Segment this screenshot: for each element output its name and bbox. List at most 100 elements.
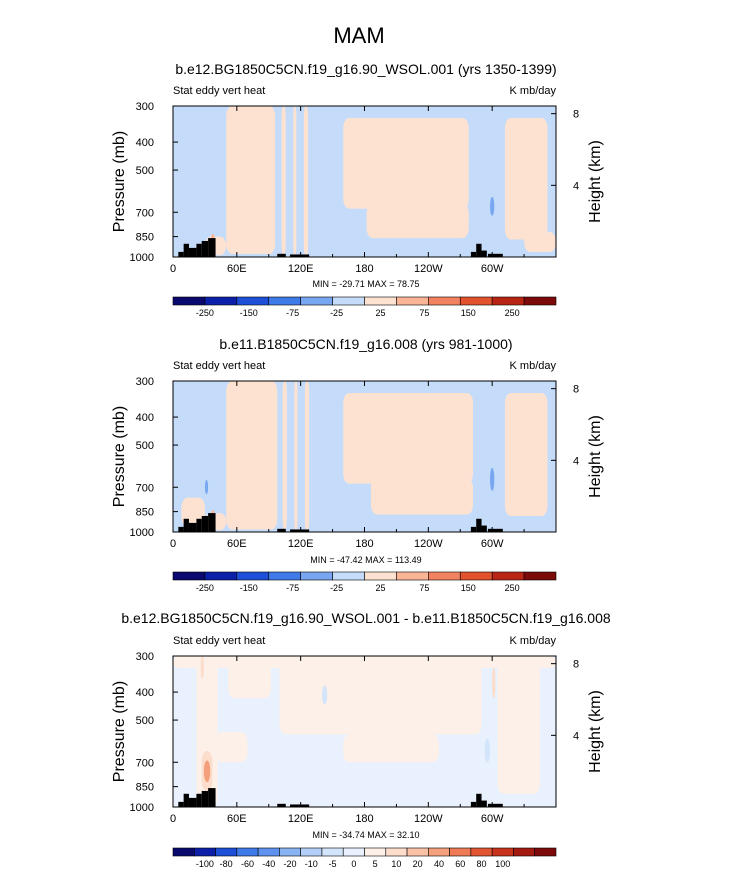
y-tick-label: 300 xyxy=(136,101,154,113)
y-tick-label: 850 xyxy=(136,507,154,519)
contour-field xyxy=(173,656,556,807)
min-max-text: MIN = -29.71 MAX = 78.75 xyxy=(312,279,419,289)
colorbar-swatch xyxy=(523,296,557,306)
colorbar-label: 60 xyxy=(455,859,465,869)
topography-block xyxy=(196,793,202,807)
colorbar-swatch xyxy=(385,847,408,857)
panel-middle: b.e11.B1850C5CN.f19_g16.008 (yrs 981-100… xyxy=(111,336,604,593)
x-tick-label: 60W xyxy=(481,263,504,275)
colorbar-swatch xyxy=(459,571,493,581)
contour-region xyxy=(303,106,309,256)
colorbar-swatch xyxy=(332,296,365,306)
contour-region xyxy=(343,734,439,763)
colorbar-label: 20 xyxy=(413,859,423,869)
topography-block xyxy=(188,522,197,532)
topography-block xyxy=(290,804,310,807)
topography-block xyxy=(201,790,209,807)
height-tick-label: 8 xyxy=(573,109,579,121)
topography-block xyxy=(487,528,503,532)
colorbar-label: 80 xyxy=(477,859,487,869)
contour-region xyxy=(304,381,310,531)
y-tick-label: 300 xyxy=(136,651,154,663)
topography-block xyxy=(290,529,310,532)
topography-block xyxy=(178,251,184,257)
topography-block xyxy=(196,518,202,532)
topography-block xyxy=(476,793,482,807)
x-tick-label: 180 xyxy=(355,538,373,550)
topography-block xyxy=(470,801,477,807)
colorbar-swatch xyxy=(321,847,344,857)
colorbar-label: -5 xyxy=(329,859,337,869)
left-string: Stat eddy vert heat xyxy=(173,85,265,97)
topography-block xyxy=(183,793,189,807)
colorbar-label: 75 xyxy=(419,308,429,318)
topography-block xyxy=(201,515,209,532)
contour-region xyxy=(492,667,496,699)
colorbar-label: -10 xyxy=(305,859,318,869)
topography-block xyxy=(481,525,487,532)
topography-block xyxy=(208,238,216,257)
y-tick-label: 400 xyxy=(136,137,154,149)
topography-block xyxy=(476,243,482,257)
contour-region xyxy=(226,106,276,254)
x-tick-label: 120W xyxy=(414,813,443,825)
x-tick-label: 0 xyxy=(170,813,176,825)
topography-block xyxy=(178,526,184,532)
height-tick-label: 4 xyxy=(573,455,579,467)
colorbar-swatch xyxy=(364,296,397,306)
x-tick-label: 180 xyxy=(355,813,373,825)
contour-region xyxy=(293,106,297,256)
y-tick-label: 500 xyxy=(136,715,154,727)
y-tick-label: 500 xyxy=(136,440,154,452)
colorbar-label: -150 xyxy=(240,583,258,593)
x-tick-label: 60E xyxy=(227,263,247,275)
panel-title: b.e12.BG1850C5CN.f19_g16.90_WSOL.001 (yr… xyxy=(175,61,556,77)
colorbar-label: 25 xyxy=(375,308,385,318)
height-tick-label: 8 xyxy=(573,384,579,396)
topography-block xyxy=(487,253,503,257)
contour-region xyxy=(484,738,491,763)
colorbar-swatch xyxy=(279,847,301,857)
x-tick-label: 180 xyxy=(355,263,373,275)
contour-region xyxy=(200,656,204,679)
colorbar-label: 40 xyxy=(434,859,444,869)
colorbar-label: 250 xyxy=(505,308,520,318)
height-axis-label: Height (km) xyxy=(587,140,604,223)
colorbar-label: 75 xyxy=(419,583,429,593)
colorbar-label: 100 xyxy=(495,859,510,869)
contour-region xyxy=(228,656,271,699)
colorbar-label: -75 xyxy=(286,308,299,318)
contour-region xyxy=(504,392,548,516)
contour-region xyxy=(203,760,211,783)
colorbar-swatch xyxy=(172,571,206,581)
colorbar-swatch xyxy=(236,296,270,306)
contour-region xyxy=(504,117,548,240)
x-tick-label: 0 xyxy=(170,263,176,275)
left-string: Stat eddy vert heat xyxy=(173,360,265,372)
colorbar-swatch xyxy=(332,571,365,581)
colorbar-swatch xyxy=(491,847,514,857)
y-axis-label: Pressure (mb) xyxy=(111,131,128,232)
panel-top: b.e12.BG1850C5CN.f19_g16.90_WSOL.001 (yr… xyxy=(111,61,604,318)
x-tick-label: 60E xyxy=(227,538,247,550)
contour-field xyxy=(173,106,556,257)
colorbar-label: 250 xyxy=(505,583,520,593)
contour-field xyxy=(173,381,556,532)
min-max-text: MIN = -47.42 MAX = 113.49 xyxy=(310,555,421,565)
contour-region xyxy=(490,197,495,216)
colorbar-label: -150 xyxy=(240,308,258,318)
height-axis-label: Height (km) xyxy=(587,690,604,773)
colorbar-label: -20 xyxy=(284,859,297,869)
contour-region xyxy=(294,381,298,531)
topography-block xyxy=(470,526,477,532)
y-tick-label: 400 xyxy=(136,687,154,699)
x-tick-label: 60E xyxy=(227,813,247,825)
colorbar-swatch xyxy=(300,571,333,581)
y-tick-label: 500 xyxy=(136,165,154,177)
panel-title: b.e12.BG1850C5CN.f19_g16.90_WSOL.001 - b… xyxy=(121,610,611,626)
x-tick-label: 120E xyxy=(288,813,314,825)
topography-block xyxy=(487,803,503,807)
contour-region xyxy=(343,392,474,484)
colorbar-label: -250 xyxy=(196,308,214,318)
page-title: MAM xyxy=(333,23,384,48)
